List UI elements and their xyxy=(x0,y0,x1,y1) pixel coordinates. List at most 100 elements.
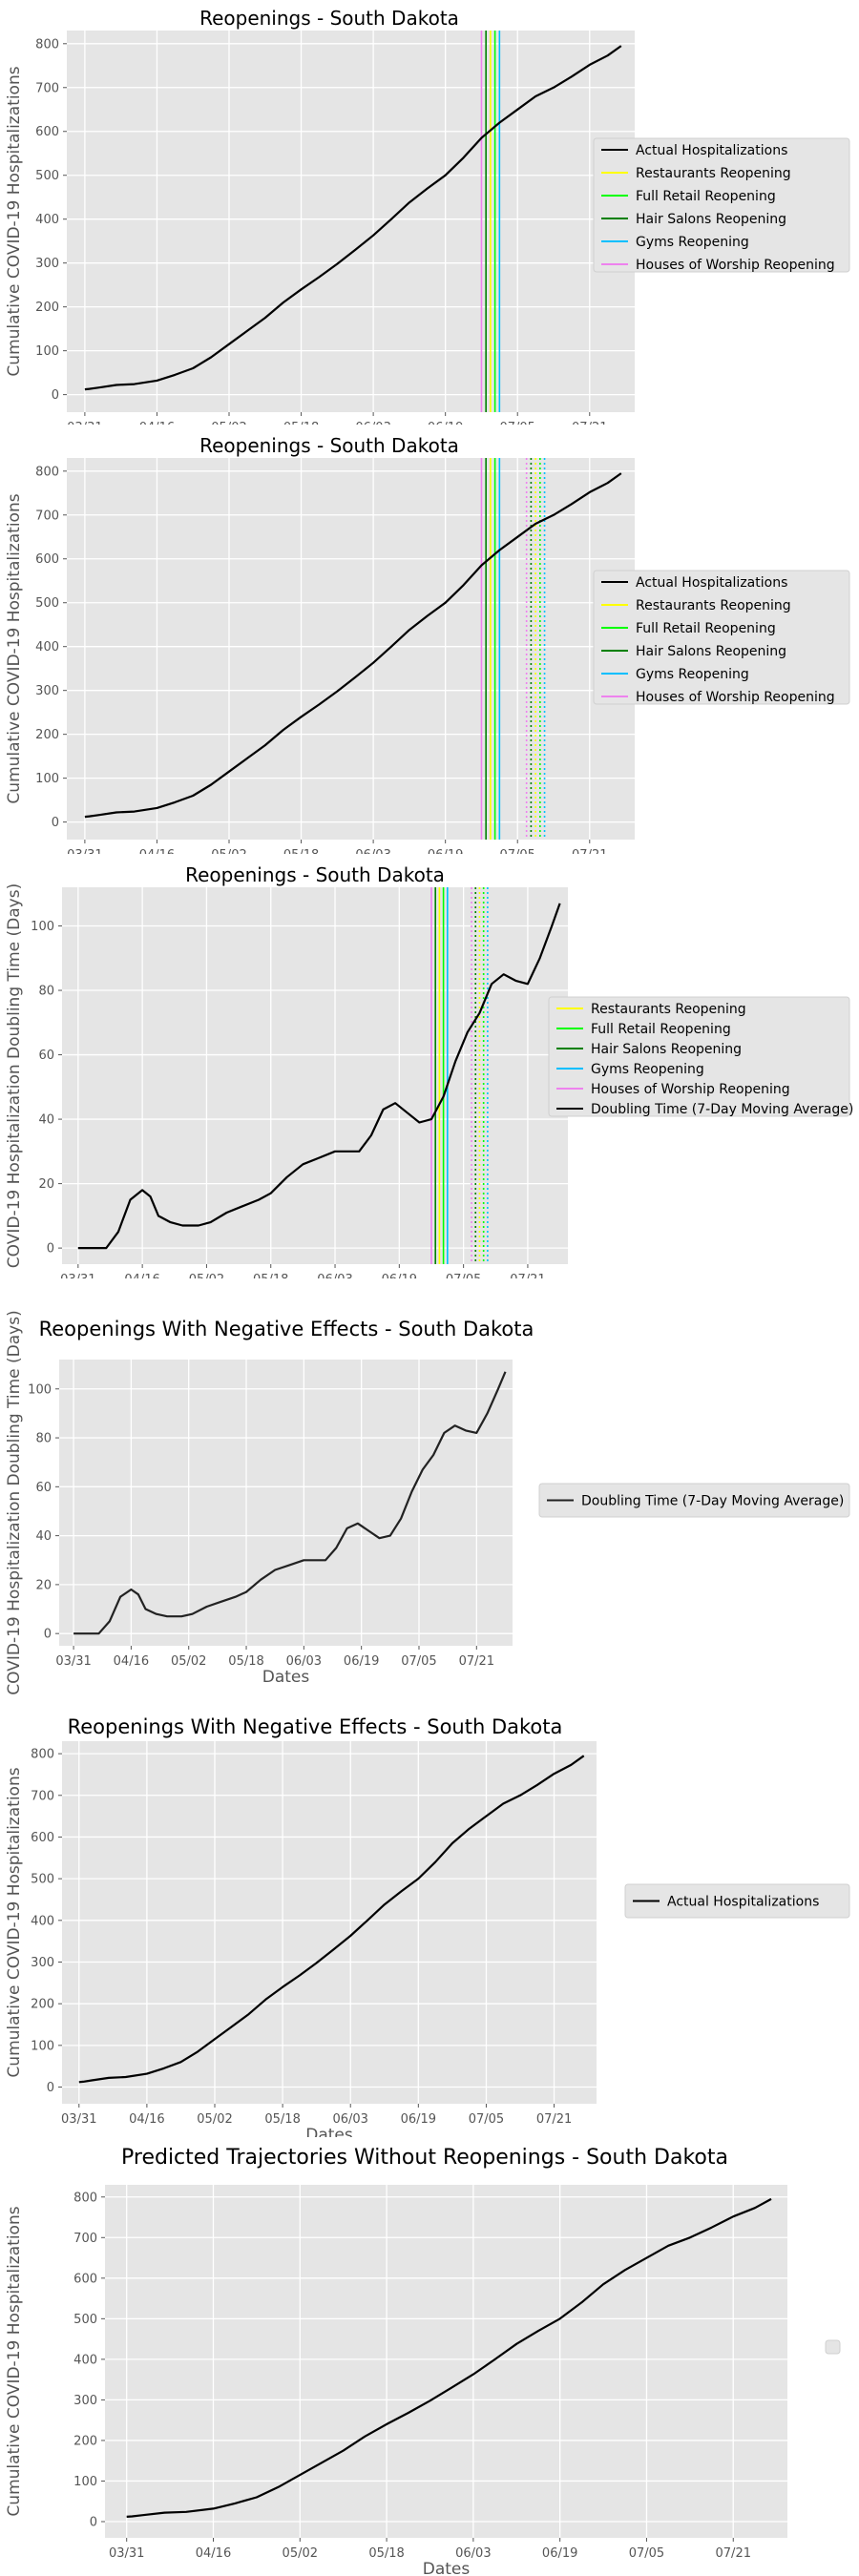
legend-label: Hair Salons Reopening xyxy=(636,212,786,227)
chart-1: 0 100 200 300 400 500 600 700 800 03/31 04/16 05/02… xyxy=(5,7,850,425)
legend-label: Full Retail Reopening xyxy=(636,621,776,636)
legend-label: Gyms Reopening xyxy=(636,667,749,682)
x-tick-label: 03/31 xyxy=(109,2546,144,2561)
y-tick-label: 0 xyxy=(47,2081,54,2095)
legend-label: Restaurants Reopening xyxy=(636,598,791,613)
y-tick-label: 0 xyxy=(90,2515,97,2529)
y-tick-label: 0 xyxy=(52,816,59,830)
chart-title: Reopenings - South Dakota xyxy=(185,863,445,886)
y-tick-label: 400 xyxy=(35,213,59,227)
y-tick-label: 500 xyxy=(73,2313,97,2327)
y-tick-label: 300 xyxy=(31,1956,54,1970)
legend-box xyxy=(593,570,850,705)
y-tick-label: 600 xyxy=(31,1831,54,1845)
x-axis-label: Dates xyxy=(305,2126,353,2137)
chart-2: 0 100 200 300 400 500 600 700 800 03/31 04/16 05/02… xyxy=(5,434,850,854)
chart-5: 0 100 200 300 400 500 600 700 800 03/31 04/16 05/02… xyxy=(5,1715,850,2137)
x-tick-label: 05/02 xyxy=(211,848,246,854)
y-tick-label: 200 xyxy=(73,2434,97,2448)
series-line xyxy=(126,2197,772,2518)
x-tick-label: 07/05 xyxy=(499,421,534,425)
x-tick-label: 06/03 xyxy=(355,421,390,425)
series-line xyxy=(78,1755,585,2084)
chart-title: Reopenings With Negative Effects - South… xyxy=(39,1318,534,1340)
legend-label: Gyms Reopening xyxy=(591,1062,704,1077)
series-line xyxy=(73,1371,507,1635)
legend-label: Actual Hospitalizations xyxy=(636,143,787,158)
x-tick-label: 07/21 xyxy=(536,2112,572,2127)
y-tick-label: 600 xyxy=(35,125,59,139)
x-tick-label: 07/21 xyxy=(572,848,607,854)
legend-box xyxy=(825,2339,841,2355)
x-tick-label: 06/03 xyxy=(286,1654,322,1669)
x-tick-label: 07/21 xyxy=(572,421,607,425)
y-tick-label: 100 xyxy=(31,2039,54,2053)
y-tick-label: 80 xyxy=(35,1432,52,1446)
y-tick-label: 60 xyxy=(38,1049,54,1063)
chart-title: Reopenings - South Dakota xyxy=(199,434,459,457)
y-tick-label: 500 xyxy=(31,1873,54,1887)
legend-label: Restaurants Reopening xyxy=(636,166,791,181)
y-tick-label: 300 xyxy=(35,684,59,698)
x-tick-label: 05/18 xyxy=(264,2112,300,2127)
x-tick-label: 06/03 xyxy=(332,2112,367,2127)
y-tick-label: 500 xyxy=(35,169,59,183)
x-tick-label: 05/18 xyxy=(283,848,319,854)
y-tick-label: 600 xyxy=(73,2272,97,2286)
x-tick-label: 06/03 xyxy=(317,1273,352,1278)
y-tick-label: 700 xyxy=(31,1789,54,1803)
y-tick-label: 100 xyxy=(31,920,54,934)
chart-title: Predicted Trajectories Without Reopening… xyxy=(121,2146,728,2170)
y-axis-label: Cumulative COVID-19 Hospitalizations xyxy=(5,2206,24,2516)
legend-box xyxy=(548,996,850,1117)
y-tick-label: 400 xyxy=(31,1914,54,1928)
x-tick-label: 04/16 xyxy=(114,1654,149,1669)
y-tick-label: 700 xyxy=(73,2232,97,2246)
y-tick-label: 600 xyxy=(35,552,59,567)
x-tick-label: 07/05 xyxy=(401,1654,436,1669)
x-axis-label: Dates xyxy=(262,1668,310,1687)
y-axis-label: Cumulative COVID-19 Hospitalizations xyxy=(5,66,24,376)
x-tick-label: 07/21 xyxy=(510,1273,545,1278)
y-tick-label: 0 xyxy=(47,1242,54,1257)
x-tick-label: 04/16 xyxy=(196,2546,231,2561)
y-tick-label: 800 xyxy=(31,1748,54,1762)
y-tick-label: 200 xyxy=(31,1998,54,2012)
y-tick-label: 700 xyxy=(35,81,59,95)
x-tick-label: 05/02 xyxy=(197,2112,232,2127)
y-tick-label: 800 xyxy=(35,37,59,52)
x-tick-label: 03/31 xyxy=(67,848,102,854)
x-tick-label: 04/16 xyxy=(139,421,175,425)
legend-box xyxy=(624,1883,850,1919)
x-tick-label: 05/02 xyxy=(189,1273,224,1278)
y-tick-label: 0 xyxy=(44,1628,52,1642)
y-tick-label: 60 xyxy=(35,1481,52,1495)
legend-label: Actual Hospitalizations xyxy=(667,1895,819,1910)
y-axis-label: Cumulative COVID-19 Hospitalizations xyxy=(5,493,24,803)
x-tick-label: 06/19 xyxy=(401,2112,436,2127)
x-tick-label: 06/19 xyxy=(344,1654,379,1669)
y-tick-label: 100 xyxy=(35,344,59,359)
x-tick-label: 05/18 xyxy=(283,421,319,425)
legend-box xyxy=(538,1483,850,1518)
legend-label: Full Retail Reopening xyxy=(591,1022,731,1037)
x-tick-label: 06/19 xyxy=(382,1273,417,1278)
x-tick-label: 05/02 xyxy=(283,2546,318,2561)
y-tick-label: 0 xyxy=(52,388,59,403)
x-tick-label: 05/02 xyxy=(171,1654,206,1669)
x-tick-label: 04/16 xyxy=(139,848,175,854)
series-line xyxy=(77,903,561,1250)
y-tick-label: 20 xyxy=(38,1177,54,1192)
legend-box xyxy=(593,137,850,273)
legend-label: Gyms Reopening xyxy=(636,235,749,250)
legend-label: Houses of Worship Reopening xyxy=(636,258,835,273)
x-tick-label: 05/18 xyxy=(368,2546,404,2561)
plot-area xyxy=(59,1360,513,1646)
y-tick-label: 400 xyxy=(73,2353,97,2367)
y-tick-label: 700 xyxy=(35,509,59,523)
y-axis-label: Cumulative COVID-19 Hospitalizations xyxy=(5,1767,24,2077)
y-tick-label: 500 xyxy=(35,596,59,611)
x-tick-label: 06/19 xyxy=(542,2546,577,2561)
series-line xyxy=(84,45,622,391)
